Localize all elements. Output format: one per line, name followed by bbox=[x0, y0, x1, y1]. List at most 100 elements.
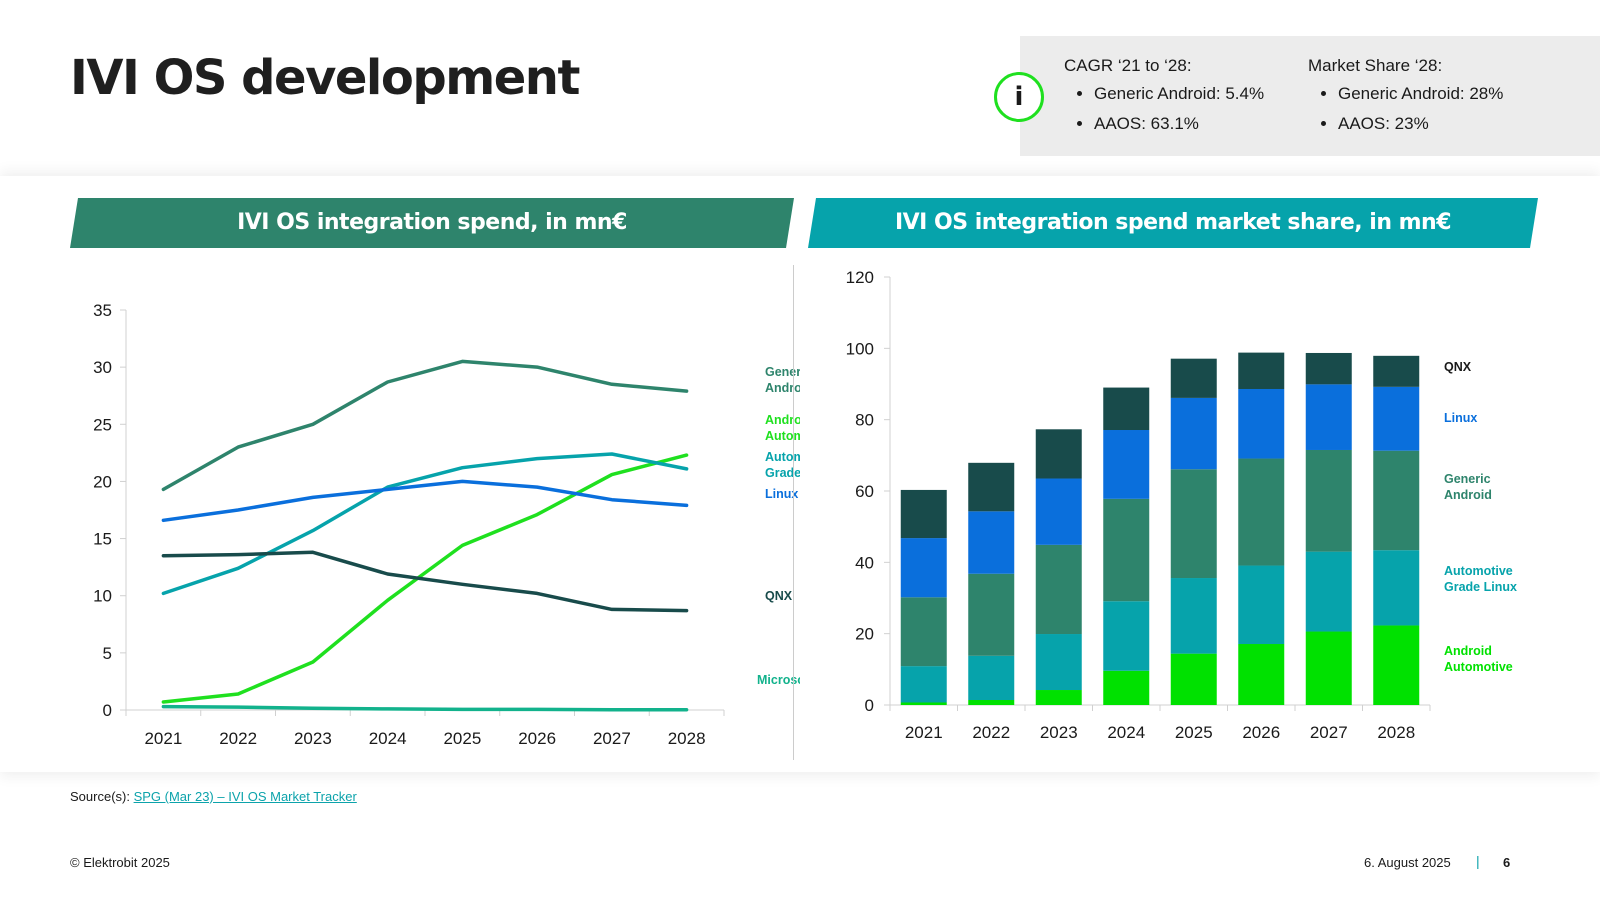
bar-segment-qnx bbox=[1373, 355, 1420, 387]
series-line-automotive-grade-linux bbox=[161, 452, 689, 596]
source-prefix: Source(s): bbox=[70, 789, 134, 804]
x-tick-label: 2024 bbox=[369, 729, 407, 748]
x-tick-label: 2022 bbox=[972, 723, 1010, 742]
series-line-microsoft bbox=[161, 704, 689, 712]
y-tick-label: 40 bbox=[855, 553, 874, 572]
series-line-linux bbox=[161, 479, 689, 523]
bar-segment-linux bbox=[1373, 386, 1420, 451]
x-tick-label: 2023 bbox=[1040, 723, 1078, 742]
x-tick-label: 2021 bbox=[144, 729, 182, 748]
y-tick-label: 35 bbox=[93, 301, 112, 320]
bar-segment-automotive-grade-linux bbox=[1035, 634, 1082, 691]
bar-segment-android-automotive bbox=[1238, 644, 1285, 705]
y-tick-label: 5 bbox=[103, 644, 112, 663]
y-tick-label: 0 bbox=[103, 701, 112, 720]
series-label-android-automotive: Android bbox=[765, 413, 800, 427]
info-icon: i bbox=[994, 72, 1044, 122]
bar-segment-qnx bbox=[968, 462, 1015, 512]
bar-segment-automotive-grade-linux bbox=[1238, 565, 1285, 645]
bar-segment-android-automotive bbox=[900, 702, 947, 705]
x-tick-label: 2026 bbox=[1242, 723, 1280, 742]
bar-segment-generic-android bbox=[900, 597, 947, 667]
y-tick-label: 80 bbox=[855, 411, 874, 430]
bar-segment-linux bbox=[1305, 384, 1352, 450]
chart-divider bbox=[793, 265, 794, 760]
series-label-automotive-grade-linux: Grade Linux bbox=[765, 466, 800, 480]
y-tick-label: 10 bbox=[93, 587, 112, 606]
x-tick-label: 2021 bbox=[905, 723, 943, 742]
bar-segment-automotive-grade-linux bbox=[1170, 578, 1217, 654]
bar-segment-automotive-grade-linux bbox=[1305, 551, 1352, 632]
bar-segment-android-automotive bbox=[968, 700, 1015, 705]
info-share: Market Share ‘28: Generic Android: 28% A… bbox=[1308, 56, 1503, 144]
bar-segment-generic-android bbox=[968, 573, 1015, 656]
bar-segment-android-automotive bbox=[1373, 625, 1420, 705]
x-tick-label: 2025 bbox=[1175, 723, 1213, 742]
series-line-generic-android bbox=[161, 359, 689, 492]
bar-segment-android-automotive bbox=[1170, 653, 1217, 705]
y-tick-label: 30 bbox=[93, 358, 112, 377]
bar-segment-generic-android bbox=[1373, 450, 1420, 551]
series-label-android-automotive: Automotive bbox=[1444, 660, 1513, 674]
bar-segment-linux bbox=[900, 538, 947, 598]
x-tick-label: 2023 bbox=[294, 729, 332, 748]
x-tick-label: 2025 bbox=[443, 729, 481, 748]
series-line-android-automotive bbox=[161, 453, 689, 704]
bar-segment-automotive-grade-linux bbox=[1103, 601, 1150, 671]
info-cagr-item: AAOS: 63.1% bbox=[1094, 114, 1264, 134]
bar-segment-linux bbox=[1238, 388, 1285, 459]
info-cagr: CAGR ‘21 to ‘28: Generic Android: 5.4% A… bbox=[1064, 56, 1264, 144]
series-label-qnx: QNX bbox=[765, 589, 793, 603]
x-tick-label: 2022 bbox=[219, 729, 257, 748]
line-chart-header: IVI OS integration spend, in mn€ bbox=[70, 198, 794, 248]
bar-chart-header: IVI OS integration spend market share, i… bbox=[808, 198, 1538, 248]
copyright: © Elektrobit 2025 bbox=[70, 855, 170, 870]
bar-segment-android-automotive bbox=[1035, 690, 1082, 705]
y-tick-label: 60 bbox=[855, 482, 874, 501]
bar-segment-generic-android bbox=[1035, 544, 1082, 635]
x-tick-label: 2026 bbox=[518, 729, 556, 748]
bar-segment-android-automotive bbox=[1305, 631, 1352, 705]
stacked-bar-chart: 0 20 40 60 80 100 120 2021 2022 2023 2024 2025 2026 2… bbox=[846, 268, 1517, 742]
series-label-automotive-grade-linux: Grade Linux bbox=[1444, 580, 1517, 594]
series-label-generic-android: Generic bbox=[765, 365, 800, 379]
y-tick-label: 25 bbox=[93, 415, 112, 434]
x-tick-label: 2027 bbox=[1310, 723, 1348, 742]
series-label-generic-android: Generic bbox=[1444, 472, 1491, 486]
series-label-automotive-grade-linux: Automotive bbox=[765, 450, 800, 464]
y-tick-label: 0 bbox=[865, 696, 874, 715]
series-label-linux: Linux bbox=[1444, 411, 1477, 425]
info-share-item: Generic Android: 28% bbox=[1338, 84, 1503, 104]
x-tick-label: 2028 bbox=[668, 729, 706, 748]
bar-segment-generic-android bbox=[1170, 469, 1217, 579]
bar-segment-automotive-grade-linux bbox=[1373, 550, 1420, 626]
info-share-heading: Market Share ‘28: bbox=[1308, 56, 1443, 75]
series-label-android-automotive: Android bbox=[1444, 644, 1492, 658]
bar-segment-generic-android bbox=[1103, 498, 1150, 602]
series-label-microsoft: Microsoft bbox=[757, 673, 800, 687]
series-label-automotive-grade-linux: Automotive bbox=[1444, 564, 1513, 578]
series-label-qnx: QNX bbox=[1444, 360, 1472, 374]
bar-segment-android-automotive bbox=[1103, 670, 1150, 705]
series-line-qnx bbox=[161, 550, 689, 613]
bar-segment-qnx bbox=[900, 489, 947, 539]
bar-segment-qnx bbox=[1035, 429, 1082, 479]
y-tick-label: 20 bbox=[855, 625, 874, 644]
bar-segment-linux bbox=[1035, 478, 1082, 545]
y-tick-label: 20 bbox=[93, 472, 112, 491]
source-note: Source(s): SPG (Mar 23) – IVI OS Market … bbox=[70, 789, 357, 804]
info-cagr-heading: CAGR ‘21 to ‘28: bbox=[1064, 56, 1192, 75]
bar-segment-qnx bbox=[1238, 352, 1285, 389]
series-label-generic-android: Android bbox=[765, 381, 800, 395]
y-tick-label: 100 bbox=[846, 339, 874, 358]
source-link[interactable]: SPG (Mar 23) – IVI OS Market Tracker bbox=[133, 789, 357, 804]
footer-separator: | bbox=[1476, 853, 1480, 869]
bar-segment-automotive-grade-linux bbox=[900, 666, 947, 703]
y-tick-label: 120 bbox=[846, 268, 874, 287]
bar-segment-generic-android bbox=[1305, 449, 1352, 552]
info-share-item: AAOS: 23% bbox=[1338, 114, 1503, 134]
series-label-android-automotive: Automotive bbox=[765, 429, 800, 443]
x-tick-label: 2028 bbox=[1377, 723, 1415, 742]
bar-segment-linux bbox=[1103, 430, 1150, 499]
